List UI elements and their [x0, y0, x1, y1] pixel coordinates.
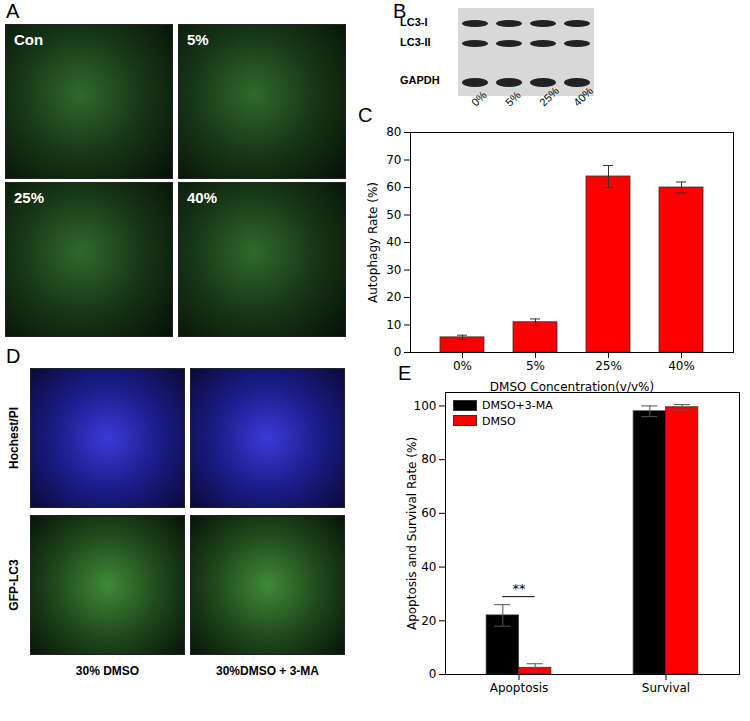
svg-text:Survival: Survival	[642, 681, 690, 695]
html-text:25%: 25%	[14, 189, 44, 206]
html-text:GFP-LC3: GFP-LC3	[7, 559, 21, 611]
html-text:5%: 5%	[187, 31, 209, 48]
svg-text:50: 50	[386, 208, 401, 222]
svg-text:80: 80	[386, 125, 401, 139]
svg-text:**: **	[513, 581, 527, 596]
svg-text:DMSO Concentration(v/v%): DMSO Concentration(v/v%)	[490, 380, 654, 394]
svg-text:10: 10	[386, 318, 401, 332]
svg-text:40: 40	[421, 560, 436, 574]
svg-text:Apoptosis: Apoptosis	[490, 681, 549, 695]
html-text:25%: 25%	[537, 84, 562, 109]
html-text:30%DMSO + 3-MA: 30%DMSO + 3-MA	[216, 664, 319, 678]
svg-text:0%: 0%	[453, 359, 472, 373]
html-text:40%: 40%	[571, 84, 596, 109]
svg-text:25%: 25%	[595, 359, 622, 373]
html-text:DMSO+3-MA: DMSO+3-MA	[482, 398, 553, 412]
html-text:C: C	[358, 104, 373, 126]
html-text:Con: Con	[14, 31, 44, 48]
html-text:B: B	[393, 0, 407, 22]
svg-text:0: 0	[429, 667, 437, 681]
html-text:DMSO: DMSO	[482, 414, 516, 427]
html-text:LC3-II: LC3-II	[400, 36, 431, 48]
svg-text:20: 20	[386, 290, 401, 304]
svg-text:80: 80	[421, 452, 436, 466]
svg-text:0: 0	[394, 345, 402, 359]
svg-text:70: 70	[386, 153, 401, 167]
html-text:40%: 40%	[187, 189, 217, 206]
svg-text:40%: 40%	[668, 359, 695, 373]
svg-text:Autophagy Rate (%): Autophagy Rate (%)	[366, 182, 380, 303]
svg-text:5%: 5%	[526, 359, 545, 373]
html-text:D: D	[6, 345, 21, 367]
html-text:GAPDH: GAPDH	[400, 74, 440, 86]
html-text:LC3-I: LC3-I	[400, 16, 428, 28]
svg-text:100: 100	[414, 399, 437, 413]
html-text:30% DMSO: 30% DMSO	[75, 664, 140, 678]
svg-text:Apoptosis and Survival Rate (%: Apoptosis and Survival Rate (%)	[405, 437, 419, 630]
html-text:A: A	[6, 0, 20, 22]
svg-text:30: 30	[386, 263, 401, 277]
html-text:Hochest/PI: Hochest/PI	[7, 407, 21, 469]
svg-text:20: 20	[421, 614, 436, 628]
svg-text:60: 60	[421, 506, 436, 520]
html-text:E: E	[398, 362, 412, 384]
html-text:5%: 5%	[503, 88, 523, 109]
svg-text:60: 60	[386, 180, 401, 194]
svg-text:40: 40	[386, 235, 401, 249]
html-text:0%: 0%	[469, 88, 489, 109]
